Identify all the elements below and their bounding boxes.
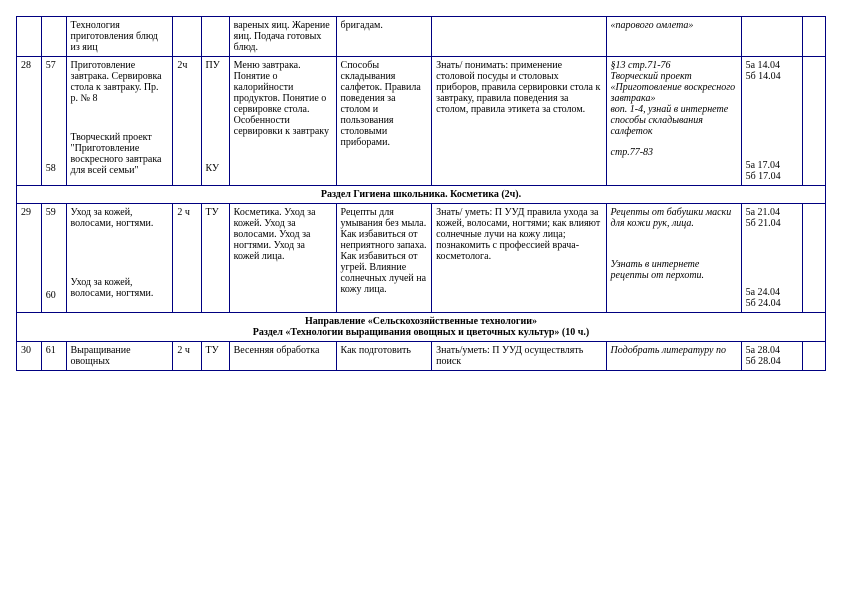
table-row: 29 59 60 Уход за кожей, волосами, ногтям… — [17, 204, 826, 313]
cell-date: 5а 28.04 — [746, 345, 799, 356]
cell-content: Как подготовить — [341, 345, 411, 356]
cell-content: Способы складывания салфеток. Правила по… — [341, 60, 421, 148]
cell-topic: Творческий проект "Приготовление воскрес… — [71, 132, 169, 176]
table-row: 30 61 Выращивание овощных 2 ч ТУ Весення… — [17, 342, 826, 371]
cell-hours: 2ч — [177, 60, 187, 71]
cell-lesson: 59 — [46, 207, 62, 218]
cell-num: 28 — [21, 60, 31, 71]
curriculum-table: Технология приготовления блюд из яиц вар… — [16, 16, 826, 371]
cell-type: ТУ — [206, 207, 219, 218]
cell-hw: §13 стр.71-76 — [611, 60, 737, 71]
cell-date: 5б 28.04 — [746, 356, 799, 367]
cell-topic: Технология приготовления блюд из яиц — [71, 20, 158, 53]
cell-lesson: 57 — [46, 60, 62, 71]
cell-content: бригадам. — [341, 20, 383, 31]
cell-content: Знать/ уметь: П УУД правила ухода за кож… — [436, 207, 600, 262]
cell-num: 29 — [21, 207, 31, 218]
cell-topic: Выращивание овощных — [71, 345, 131, 367]
cell-num: 30 — [21, 345, 31, 356]
cell-type: ТУ — [206, 345, 219, 356]
cell-date: 5б 24.04 — [746, 298, 799, 309]
cell-hw: стр.77-83 — [611, 147, 737, 158]
cell-content: вареных яиц. Жарение яиц. Подача готовых… — [234, 20, 330, 53]
cell-content: Рецепты для умывания без мыла. Как избав… — [341, 207, 427, 295]
cell-date: 5б 14.04 — [746, 71, 799, 82]
cell-hw: Узнать в интернете рецепты от перхоти. — [611, 259, 737, 281]
cell-topic: Приготовление завтрака. Сервировка стола… — [71, 60, 169, 104]
cell-date: 5б 17.04 — [746, 171, 799, 182]
section-header: Раздел Гигиена школьника. Косметика (2ч)… — [17, 186, 826, 204]
cell-date: 5а 24.04 — [746, 287, 799, 298]
cell-content: Знать/уметь: П УУД осуществлять поиск — [436, 345, 583, 367]
cell-hw: Творческий проект «Приготовление воскрес… — [611, 71, 737, 104]
cell-hw: Подобрать литературу по — [611, 345, 726, 356]
cell-date: 5а 17.04 — [746, 160, 799, 171]
cell-content: Знать/ понимать: применение столовой пос… — [436, 60, 600, 115]
cell-lesson: 60 — [46, 290, 62, 301]
cell-hw: «парового омлета» — [611, 20, 694, 31]
cell-hours: 2 ч — [177, 207, 190, 218]
cell-lesson: 61 — [46, 345, 56, 356]
cell-topic: Уход за кожей, волосами, ногтями. — [71, 277, 169, 299]
cell-content: Весенняя обработка — [234, 345, 320, 356]
cell-date: 5б 21.04 — [746, 218, 799, 229]
cell-content: Меню завтрака. Понятие о калорийности пр… — [234, 60, 329, 137]
cell-type: КУ — [206, 163, 225, 174]
section-title: Направление «Сельскохозяйственные технол… — [21, 316, 821, 327]
table-row: Технология приготовления блюд из яиц вар… — [17, 17, 826, 57]
cell-hours: 2 ч — [177, 345, 190, 356]
cell-content: Косметика. Уход за кожей. Уход за волоса… — [234, 207, 316, 262]
cell-hw: Рецепты от бабушки маски для кожи рук, л… — [611, 207, 737, 229]
section-title: Раздел Гигиена школьника. Косметика (2ч)… — [321, 189, 521, 200]
section-title: Раздел «Технологии выращивания овощных и… — [21, 327, 821, 338]
cell-date: 5а 21.04 — [746, 207, 799, 218]
section-header: Направление «Сельскохозяйственные технол… — [17, 313, 826, 342]
table-row: 28 57 58 Приготовление завтрака. Сервиро… — [17, 57, 826, 186]
cell-hw: воп. 1-4, узнай в интернете способы скла… — [611, 104, 737, 137]
cell-type: ПУ — [206, 60, 225, 71]
cell-lesson: 58 — [46, 163, 62, 174]
cell-topic: Уход за кожей, волосами, ногтями. — [71, 207, 169, 229]
cell-date: 5а 14.04 — [746, 60, 799, 71]
